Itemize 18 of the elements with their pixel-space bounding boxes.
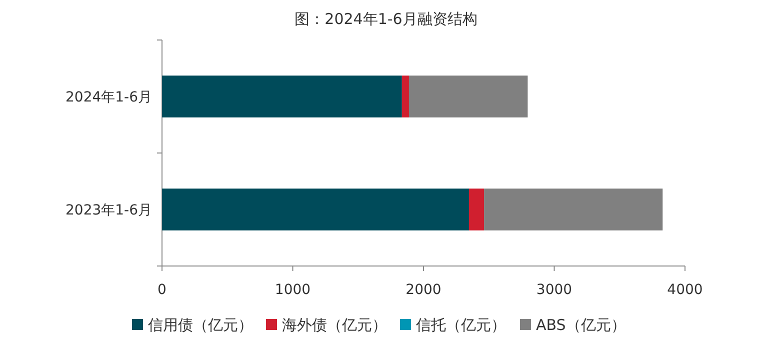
legend-label: 海外债（亿元）: [282, 316, 387, 334]
bar: [402, 76, 409, 118]
x-tick-label: 2000: [406, 282, 442, 298]
y-tick-label: 2023年1-6月: [66, 202, 152, 218]
legend-label: 信用债（亿元）: [148, 316, 253, 334]
bar: [162, 188, 469, 230]
x-tick-label: 0: [158, 282, 166, 298]
y-tick-label: 2024年1-6月: [66, 90, 152, 106]
bar: [484, 188, 663, 230]
legend-label: ABS（亿元）: [536, 316, 626, 334]
bar: [408, 76, 528, 118]
legend-label: 信托（亿元）: [416, 316, 506, 334]
chart-title: 图：2024年1-6月融资结构: [294, 10, 478, 28]
x-tick-label: 3000: [536, 282, 572, 298]
x-tick-label: 1000: [274, 282, 311, 298]
bar: [162, 76, 402, 118]
x-tick-label: 4000: [667, 282, 703, 298]
bar: [469, 188, 484, 230]
